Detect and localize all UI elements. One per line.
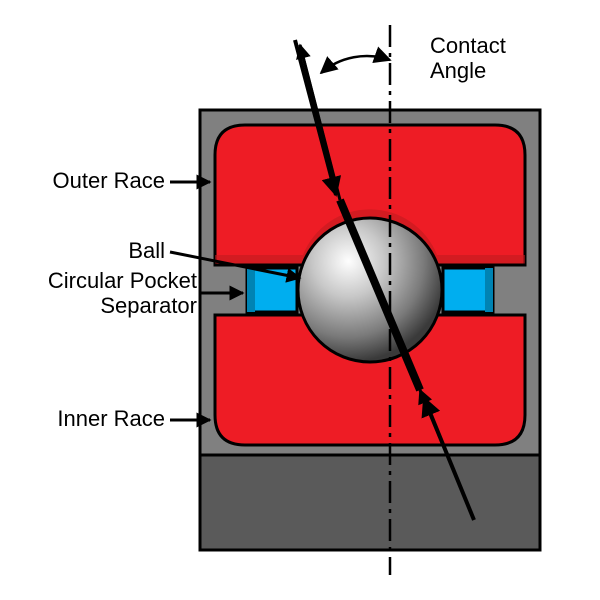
separator-left-edge (247, 268, 255, 312)
contact-angle-text-2: Angle (430, 58, 486, 83)
inner-housing (200, 455, 540, 550)
ball (298, 218, 442, 362)
outer-race-label: Outer Race (10, 168, 165, 193)
inner-race-label: Inner Race (10, 406, 165, 431)
circular-pocket-text-2: Separator (100, 293, 197, 318)
contact-angle-arc (321, 56, 390, 73)
separator-right-edge (485, 268, 493, 312)
circular-pocket-text-1: Circular Pocket (48, 268, 197, 293)
ball-label: Ball (10, 238, 165, 263)
circular-pocket-separator-label: Circular Pocket Separator (0, 268, 197, 319)
contact-angle-text-1: Contact (430, 33, 506, 58)
contact-angle-label: Contact Angle (430, 33, 506, 84)
